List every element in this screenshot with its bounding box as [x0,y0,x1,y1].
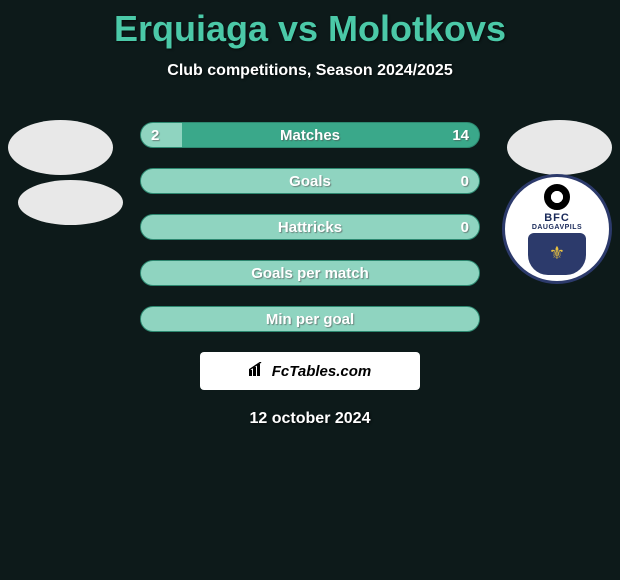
attribution-badge: FcTables.com [200,352,420,390]
bar-label: Matches [141,123,479,148]
club-logo-left-1 [8,120,113,175]
stat-bar: Goals per match [140,260,480,286]
bar-label: Goals per match [141,261,479,286]
fleur-icon: ⚜ [549,243,565,264]
chart-icon [249,362,267,381]
club-right-name: BFC [544,212,570,224]
shield-icon: ⚜ [528,233,586,275]
page-date: 12 october 2024 [0,410,620,428]
comparison-bars: Matches214Goals0Hattricks0Goals per matc… [140,122,480,332]
club-logo-right-1 [507,120,612,175]
club-logo-right-2: BFC DAUGAVPILS ⚜ [502,174,612,284]
page-subtitle: Club competitions, Season 2024/2025 [0,62,620,80]
soccer-ball-icon [544,184,570,210]
bar-value-right: 0 [461,215,469,240]
stat-bar: Min per goal [140,306,480,332]
bar-value-right: 14 [452,123,469,148]
attribution-text: FcTables.com [272,363,371,380]
bar-value-right: 0 [461,169,469,194]
bar-label: Min per goal [141,307,479,332]
club-logo-left-2 [18,180,123,225]
club-right-subname: DAUGAVPILS [532,224,582,231]
stat-bar: Hattricks0 [140,214,480,240]
bar-label: Hattricks [141,215,479,240]
bar-label: Goals [141,169,479,194]
stat-bar: Matches2 14 [140,122,480,148]
bar-value-left: 2 [151,123,159,148]
page-title: Erquiaga vs Molotkovs [0,0,620,50]
stat-bar: Goals0 [140,168,480,194]
